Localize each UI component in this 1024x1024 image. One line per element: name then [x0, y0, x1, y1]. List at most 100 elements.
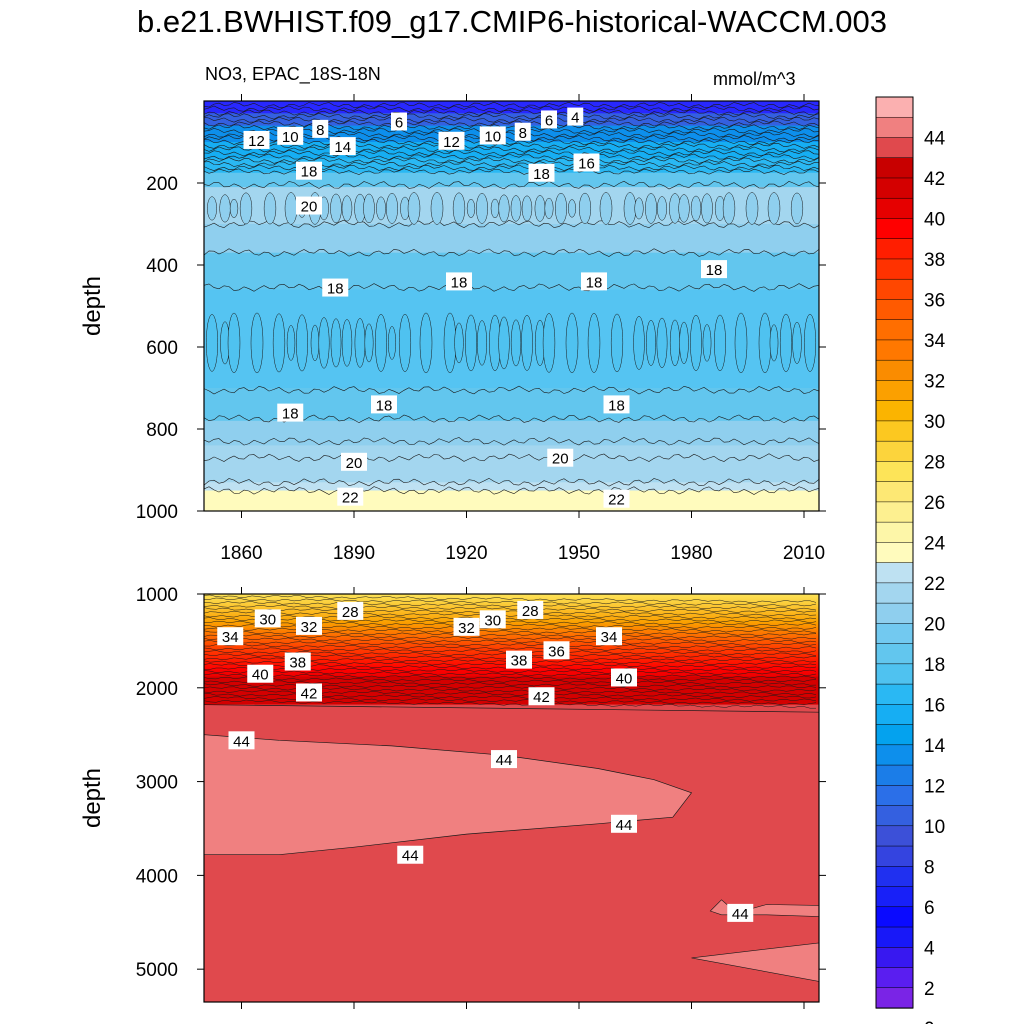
x-tick-label: 2010: [783, 543, 825, 564]
contour-cell: [407, 192, 421, 225]
colorbar-label: 34: [924, 331, 946, 352]
colorbar-bin: [875, 663, 914, 685]
contour-cell: [465, 314, 477, 372]
colorbar-bin: [875, 197, 914, 220]
colorbar-label: 42: [924, 169, 945, 190]
contour-label: 20: [301, 199, 318, 216]
contour-cell: [363, 193, 375, 224]
colorbar-bin: [875, 562, 914, 584]
contour-cell: [510, 195, 522, 222]
contour-label-box: [312, 119, 329, 138]
contour-label-box: [397, 845, 424, 864]
colorbar-bin: [875, 218, 914, 240]
contour-label: 12: [248, 133, 265, 150]
contour-label-box: [391, 112, 407, 131]
contour-cell: [645, 319, 657, 366]
x-tick-label: 1890: [333, 543, 375, 564]
contour-label-box: [479, 126, 506, 145]
upper-contour-line: [204, 453, 819, 462]
contour-cell: [634, 197, 644, 220]
contour-cell: [452, 192, 466, 225]
contour-label: 22: [608, 492, 625, 509]
upper-contour-line: [204, 385, 819, 395]
colorbar-label: 6: [924, 898, 935, 919]
contour-cell: [374, 314, 388, 372]
colorbar-bin: [875, 339, 914, 361]
colorbar-label: 28: [924, 452, 945, 473]
contour-label: 40: [252, 667, 269, 684]
colorbar-label: 30: [924, 412, 945, 433]
contour-label-box: [228, 731, 255, 750]
lower-deep-wedge: [691, 942, 819, 982]
colorbar-label: 38: [924, 250, 945, 271]
colorbar-bin: [875, 380, 914, 402]
contour-label: 12: [443, 134, 460, 151]
colorbar-bin: [875, 845, 914, 867]
contour-label: 42: [533, 689, 550, 706]
contour-cell: [623, 192, 637, 225]
contour-cell: [678, 194, 690, 223]
upper-contour-line: [204, 486, 819, 495]
lower-contour-line: [204, 643, 817, 653]
contour-label-box: [341, 452, 367, 471]
contour-label-box: [541, 110, 557, 129]
contour-cell: [310, 324, 320, 362]
contour-label-box: [296, 616, 322, 635]
contour-label-box: [254, 609, 281, 628]
contour-cell: [454, 322, 464, 364]
upper-contour-line: [204, 109, 819, 116]
colorbar-bin: [875, 501, 914, 523]
contour-cell: [610, 313, 624, 373]
lower-contour-line: [204, 673, 817, 683]
contour-label: 30: [484, 612, 501, 629]
contour-cell: [206, 314, 218, 372]
upper-layer-band-12: [204, 445, 819, 483]
y-tick-label: 800: [146, 420, 178, 441]
colorbar-bin: [875, 785, 914, 807]
lower-contour-line: [204, 614, 817, 623]
upper-contour-line: [204, 120, 819, 127]
colorbar-label: 20: [924, 614, 945, 635]
upper-contour-line: [204, 142, 819, 149]
lower-contour-line: [204, 601, 817, 611]
contour-cell: [490, 198, 500, 219]
contour-cell: [542, 313, 556, 373]
contour-cell: [657, 196, 667, 221]
contour-cell: [544, 197, 554, 219]
upper-contour-line: [204, 477, 819, 487]
lower-contour-labels: 34 30 32 28 38 40 42 32 30 28 38 36 34 42 40 44 44 44 44 44: [217, 600, 754, 923]
colorbar-label: 18: [924, 655, 945, 676]
y-tick-label: 2000: [136, 679, 178, 700]
y-tick-label: 1000: [136, 585, 178, 606]
colorbar: 4442403836343230282624222018161412108642…: [875, 96, 946, 1024]
contour-label: 32: [458, 620, 475, 637]
contour-cell: [219, 194, 231, 223]
colorbar-bin: [875, 623, 914, 645]
y-tick-label: 5000: [136, 960, 178, 981]
upper-contour-line: [204, 116, 819, 124]
contour-cell: [758, 312, 772, 374]
upper-plot-frame: [203, 100, 820, 512]
contour-cell: [565, 312, 579, 374]
contour-cell: [330, 193, 342, 224]
contour-label-box: [371, 395, 397, 414]
colorbar-bin: [875, 886, 914, 908]
contour-cell: [296, 314, 308, 372]
contour-label: 18: [327, 281, 344, 298]
colorbar-bin: [875, 582, 914, 604]
contour-label-box: [491, 750, 517, 769]
lower-44-region: [204, 734, 693, 856]
y-tick-label: 200: [146, 174, 178, 195]
contour-cell: [722, 192, 736, 225]
contour-label-box: [596, 627, 622, 646]
contour-label: 8: [519, 125, 527, 142]
contour-label: 40: [616, 670, 633, 687]
upper-contour-line: [204, 153, 819, 161]
colorbar-bin: [875, 238, 914, 260]
contour-cell: [769, 324, 779, 362]
contour-cell: [341, 319, 353, 367]
contour-label-box: [581, 272, 607, 291]
contour-label: 4: [571, 110, 579, 127]
contour-cell: [443, 312, 457, 374]
